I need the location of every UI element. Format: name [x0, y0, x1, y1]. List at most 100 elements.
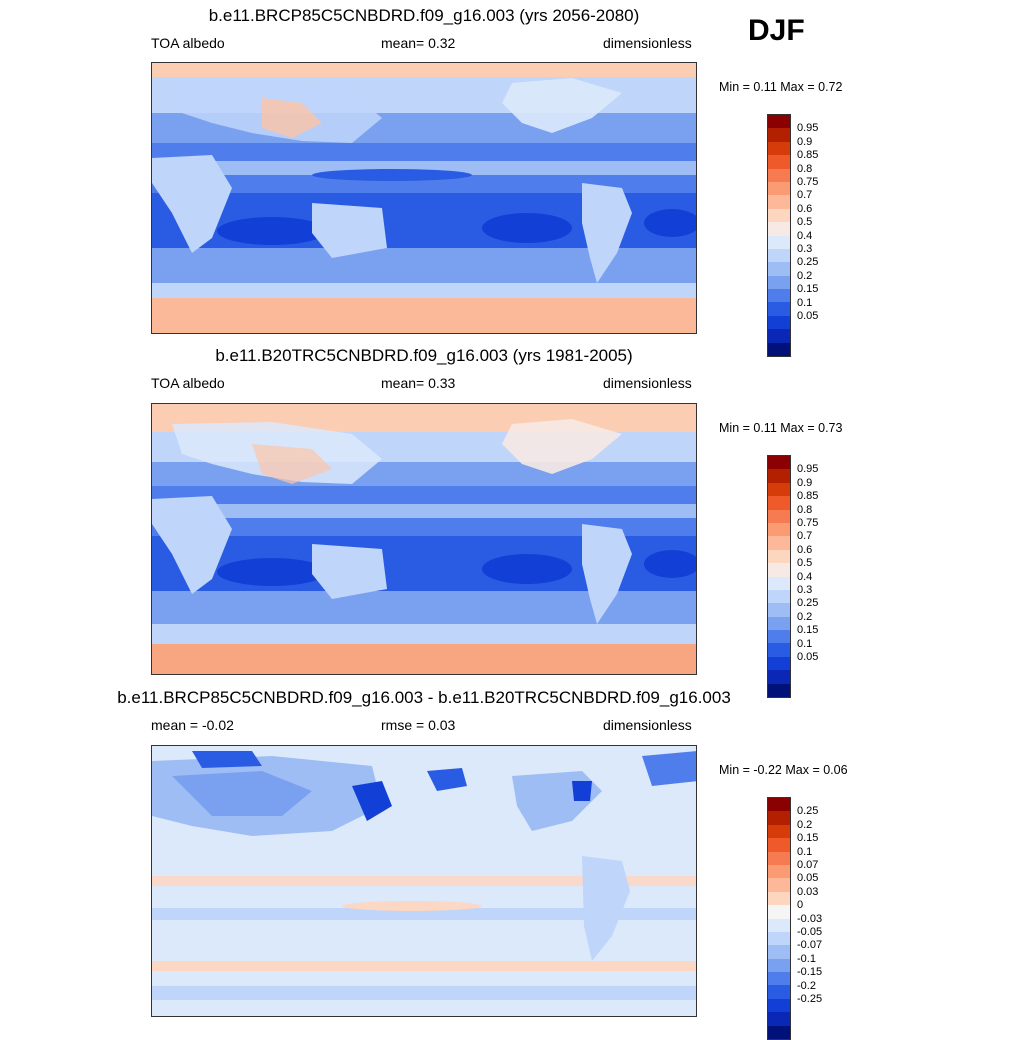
colorbar-swatch — [768, 115, 790, 129]
colorbar-tick-label: 0.2 — [797, 818, 813, 831]
panel-1-colorbar — [767, 114, 791, 358]
panel-2-minmax: Min = 0.11 Max = 0.73 — [719, 421, 843, 435]
colorbar-tick-label: 0.3 — [797, 243, 813, 255]
panel-2-map — [151, 403, 697, 675]
colorbar-tick-label: 0.1 — [797, 637, 813, 650]
panel-2-title: b.e11.B20TRC5CNBDRD.f09_g16.003 (yrs 198… — [215, 346, 633, 365]
colorbar-tick-label: 0.1 — [797, 845, 813, 858]
colorbar-tick-label: -0.1 — [797, 952, 816, 965]
colorbar-swatch — [768, 195, 790, 209]
colorbar-swatch — [768, 972, 790, 986]
colorbar-tick-label: 0.4 — [797, 570, 813, 583]
colorbar-tick-label: 0.3 — [797, 584, 813, 596]
colorbar-swatch — [768, 248, 790, 263]
colorbar-swatch — [768, 509, 790, 523]
colorbar-swatch — [768, 235, 790, 249]
colorbar-swatch — [768, 496, 790, 510]
colorbar-tick-label: 0.25 — [797, 597, 819, 610]
panel-3-mean-label: mean = -0.02 — [151, 717, 234, 733]
panel-1-variable-label: TOA albedo — [151, 35, 225, 51]
colorbar-swatch — [768, 536, 790, 550]
colorbar-tick-label: 0.75 — [797, 176, 819, 188]
colorbar-swatch — [768, 155, 790, 169]
panel-2-variable-label: TOA albedo — [151, 375, 225, 391]
colorbar-tick-label: 0.85 — [797, 149, 819, 162]
colorbar-tick-label: 0.03 — [797, 885, 819, 898]
colorbar-tick-label: 0.15 — [797, 832, 819, 845]
colorbar-tick-label: 0.5 — [797, 216, 813, 229]
panel-2-colorbar — [767, 455, 791, 699]
panel-1-units-label: dimensionless — [603, 35, 692, 51]
colorbar-swatch — [768, 549, 790, 564]
colorbar-swatch — [768, 222, 790, 236]
panel-3-units-label: dimensionless — [603, 717, 692, 733]
colorbar-swatch — [768, 589, 790, 604]
colorbar-tick-label: 0.8 — [797, 503, 813, 516]
colorbar-swatch — [768, 522, 790, 537]
colorbar-swatch — [768, 838, 790, 852]
colorbar-tick-label: 0.07 — [797, 859, 819, 871]
colorbar-tick-label: 0.15 — [797, 283, 819, 296]
colorbar-swatch — [768, 670, 790, 684]
colorbar-swatch — [768, 603, 790, 617]
colorbar-tick-label: -0.2 — [797, 979, 816, 992]
colorbar-swatch — [768, 891, 790, 906]
colorbar-swatch — [768, 798, 790, 812]
colorbar-tick-label: -0.03 — [797, 912, 823, 925]
panel-1-title: b.e11.BRCP85C5CNBDRD.f09_g16.003 (yrs 20… — [208, 6, 640, 25]
colorbar-tick-label: 0.6 — [797, 202, 813, 215]
colorbar-swatch — [768, 630, 790, 644]
colorbar-tick-label: 0.7 — [797, 189, 813, 202]
colorbar-swatch — [768, 315, 790, 330]
colorbar-swatch — [768, 141, 790, 156]
colorbar-tick-label: -0.05 — [797, 926, 823, 938]
colorbar-swatch — [768, 864, 790, 879]
colorbar-tick-label: 0.2 — [797, 269, 813, 282]
colorbar-swatch — [768, 289, 790, 303]
panel-3-colorbar — [767, 797, 791, 1040]
colorbar-swatch — [768, 878, 790, 892]
colorbar-tick-label: 0.15 — [797, 624, 819, 637]
colorbar-swatch — [768, 482, 790, 497]
colorbar-tick-label: 0.25 — [797, 256, 819, 269]
colorbar-swatch — [768, 168, 790, 182]
panel-1-minmax: Min = 0.11 Max = 0.72 — [719, 80, 843, 94]
colorbar-tick-label: 0.7 — [797, 530, 813, 543]
colorbar-tick-label: 0.2 — [797, 610, 813, 623]
colorbar-swatch — [768, 998, 790, 1013]
colorbar-swatch — [768, 683, 790, 698]
panel-3-title: b.e11.BRCP85C5CNBDRD.f09_g16.003 - b.e11… — [117, 688, 731, 707]
panel-2-mean-label: mean= 0.33 — [381, 375, 456, 391]
colorbar-swatch — [768, 342, 790, 357]
panel-3-map — [151, 745, 697, 1017]
colorbar-tick-label: -0.25 — [797, 993, 823, 1005]
colorbar-tick-label: 0.4 — [797, 229, 813, 242]
colorbar-swatch — [768, 1025, 790, 1040]
colorbar-tick-label: 0.85 — [797, 490, 819, 503]
colorbar-swatch — [768, 824, 790, 839]
colorbar-swatch — [768, 985, 790, 999]
colorbar-tick-label: 0.05 — [797, 872, 819, 885]
colorbar-swatch — [768, 851, 790, 865]
colorbar-tick-label: 0 — [797, 899, 804, 912]
colorbar-tick-label: 0.05 — [797, 651, 819, 663]
colorbar-tick-label: 0.6 — [797, 543, 813, 556]
colorbar-tick-label: 0.8 — [797, 162, 813, 175]
colorbar-tick-label: 0.05 — [797, 310, 819, 322]
panel-3-rmse-label: rmse = 0.03 — [381, 717, 456, 733]
panel-1-mean-label: mean= 0.32 — [381, 35, 456, 51]
colorbar-swatch — [768, 918, 790, 932]
colorbar-tick-label: 0.1 — [797, 296, 813, 309]
colorbar-swatch — [768, 456, 790, 470]
colorbar-swatch — [768, 275, 790, 290]
colorbar-swatch — [768, 945, 790, 959]
colorbar-swatch — [768, 469, 790, 483]
colorbar-swatch — [768, 1012, 790, 1026]
panel-2-units-label: dimensionless — [603, 375, 692, 391]
colorbar-tick-label: 0.9 — [797, 135, 813, 148]
colorbar-swatch — [768, 181, 790, 196]
panel-3-minmax: Min = -0.22 Max = 0.06 — [719, 763, 848, 777]
colorbar-swatch — [768, 958, 790, 973]
colorbar-swatch — [768, 208, 790, 223]
colorbar-swatch — [768, 643, 790, 657]
